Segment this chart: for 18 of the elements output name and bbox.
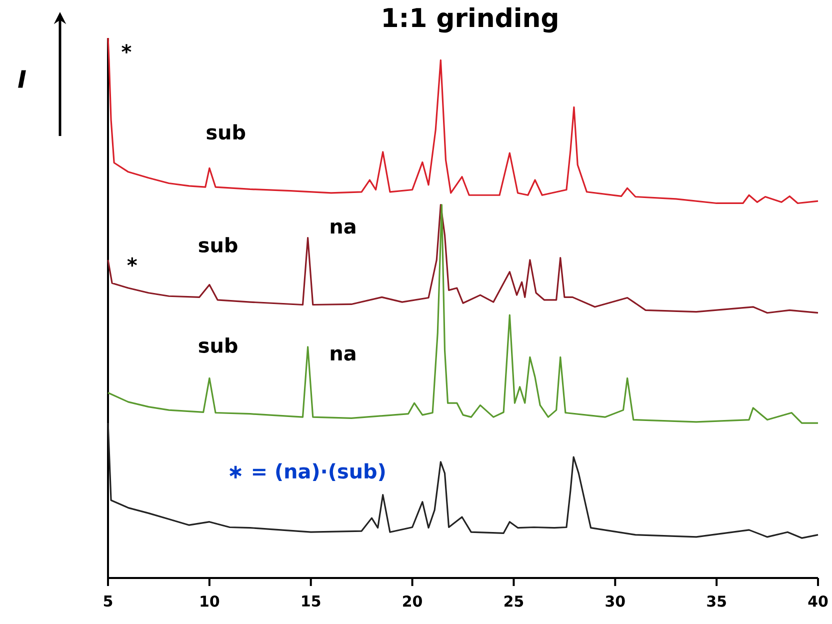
annotation: * [122,44,132,54]
x-tick-label: 25 [504,596,524,607]
x-tick-label: 10 [200,596,220,607]
x-tick-label: 35 [707,596,726,607]
x-tick-label: 40 [808,596,828,607]
x-tick-label: 5 [104,596,112,607]
annotation: na [330,349,356,361]
annotation: sub [206,124,246,140]
annotation: na [330,222,356,234]
annotation: ∗ = (na)·(sub) [230,463,385,482]
annotation: sub [198,338,238,353]
x-tick-label: 30 [606,596,625,607]
x-tick-label: 20 [403,596,422,607]
y-axis-title: I [18,70,26,88]
chart-title: 1:1 grinding [384,7,558,33]
annotation: sub [198,237,238,253]
x-tick-label: 15 [302,596,320,607]
annotation: * [127,257,137,267]
